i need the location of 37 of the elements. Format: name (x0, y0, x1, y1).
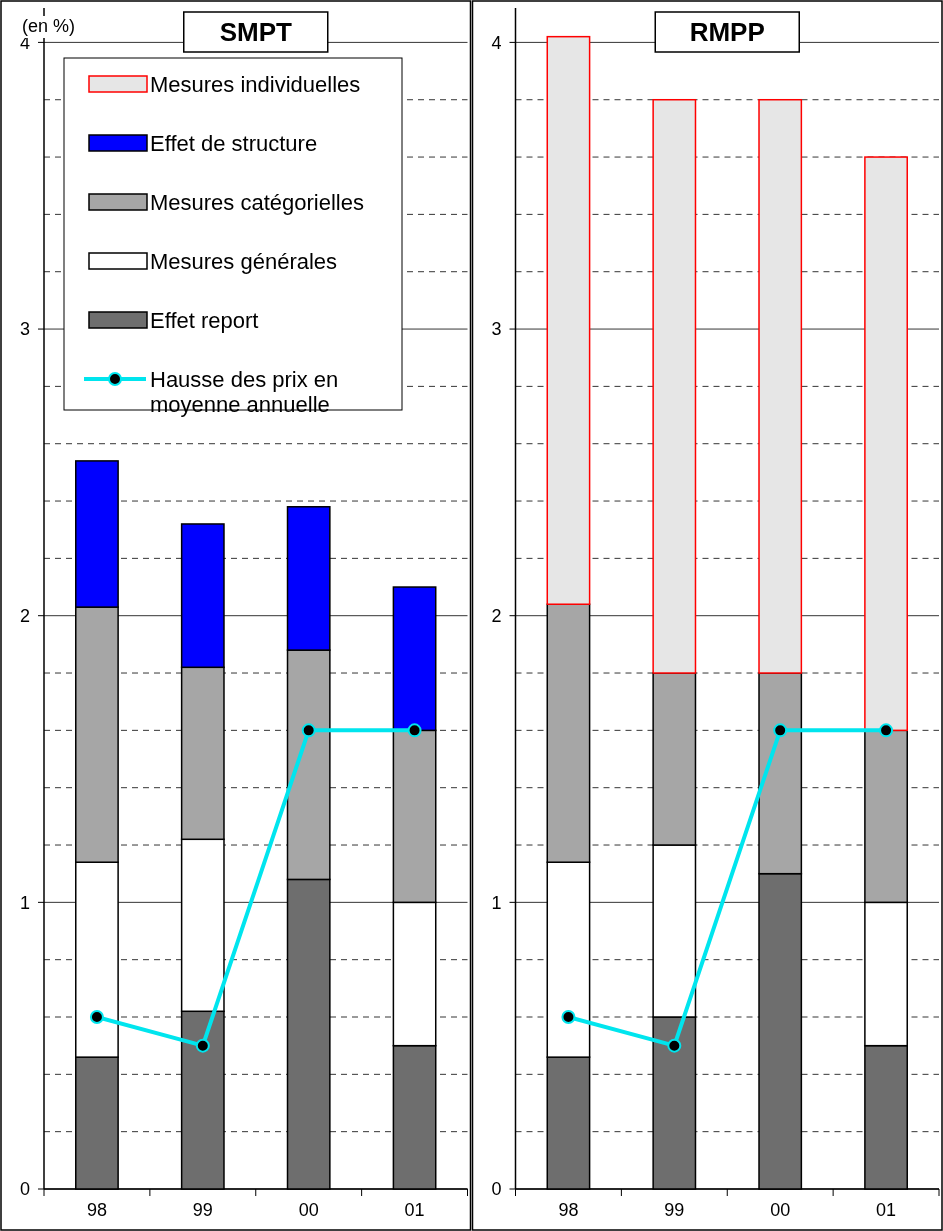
y-tick-label: 2 (19, 606, 30, 626)
point (773, 723, 788, 738)
point (667, 1038, 682, 1053)
legend-label: Mesures générales (150, 248, 338, 274)
x-tick-label: 00 (298, 1200, 319, 1220)
x-tick-label: 00 (770, 1200, 791, 1220)
y-tick-label: 0 (491, 1179, 502, 1200)
legend-label: Mesures catégorielles (150, 189, 364, 215)
x-tick-label: 01 (876, 1200, 897, 1220)
x-tick-label: 99 (192, 1200, 213, 1220)
y-tick-label: 3 (19, 319, 30, 340)
legend-label: Mesures individuelles (150, 71, 361, 97)
chart-title: RMPP (689, 17, 765, 47)
y-tick-label: 1 (491, 892, 502, 913)
y-tick-label: 2 (491, 606, 502, 626)
legend-label: Hausse des prix en moyenne annuelle (150, 366, 339, 417)
point (89, 1010, 104, 1025)
legend-label: Effet report (150, 307, 259, 333)
x-tick-label: 01 (404, 1200, 425, 1220)
bar (652, 98, 697, 674)
bar (864, 156, 908, 732)
chart-title: SMPT (219, 17, 292, 47)
bar (758, 98, 803, 674)
point (195, 1038, 210, 1053)
x-tick-label: 99 (664, 1200, 685, 1220)
y-tick-label: 3 (491, 319, 502, 340)
y-tick-label: 1 (19, 892, 30, 913)
point (561, 1010, 576, 1025)
point (407, 723, 422, 738)
y-tick-label: 0 (19, 1179, 30, 1200)
bar (546, 35, 591, 605)
point (879, 723, 894, 738)
x-tick-label: 98 (558, 1200, 579, 1220)
y-tick-label: 4 (491, 32, 502, 53)
point (301, 723, 316, 738)
legend-label: Effet de structure (150, 130, 318, 156)
x-tick-label: 98 (86, 1200, 107, 1220)
